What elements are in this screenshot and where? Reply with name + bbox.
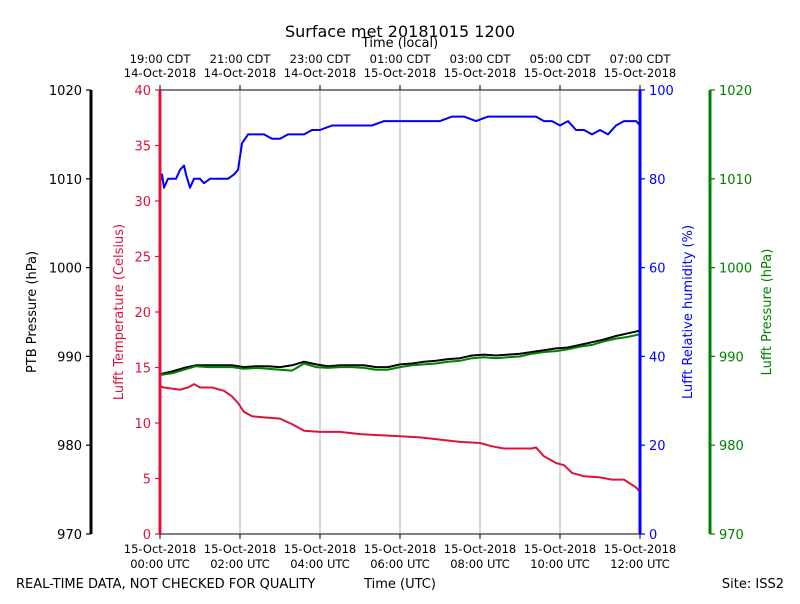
x-tick-label-date-4: 15-Oct-2018 [444, 542, 516, 556]
bottom-axis-label: Time (UTC) [363, 577, 436, 592]
humidity-tick-label-0: 0 [649, 528, 657, 543]
temperature-tick-label-2: 10 [134, 417, 151, 432]
temperature-tick-label-0: 0 [143, 528, 151, 543]
ptb-pressure-axis-label: PTB Pressure (hPa) [25, 251, 40, 373]
x-tick-label-date-2: 15-Oct-2018 [284, 542, 356, 556]
top-x-tick-label-time-3: 01:00 CDT [370, 52, 432, 66]
lufft-pressure-tick-label-2: 990 [719, 350, 744, 365]
top-x-tick-label-time-1: 21:00 CDT [210, 52, 272, 66]
x-tick-label-date-6: 15-Oct-2018 [604, 542, 676, 556]
ptb-pressure-tick-label-1: 980 [57, 439, 82, 454]
top-x-tick-label-time-5: 05:00 CDT [530, 52, 592, 66]
x-tick-label-time-4: 08:00 UTC [450, 557, 510, 571]
temperature-tick-label-4: 20 [134, 306, 151, 321]
humidity-tick-label-1: 20 [649, 439, 666, 454]
x-tick-label-date-3: 15-Oct-2018 [364, 542, 436, 556]
lufft-pressure-tick-label-3: 1000 [719, 262, 752, 277]
ptb-pressure-tick-label-0: 970 [57, 528, 82, 543]
humidity-tick-label-5: 100 [649, 84, 674, 99]
x-tick-label-time-6: 12:00 UTC [610, 557, 670, 571]
top-x-tick-label-time-0: 19:00 CDT [130, 52, 192, 66]
lufft-pressure-tick-label-0: 970 [719, 528, 744, 543]
humidity-tick-label-2: 40 [649, 350, 666, 365]
top-x-tick-label-date-5: 15-Oct-2018 [524, 66, 596, 80]
top-x-tick-label-date-1: 14-Oct-2018 [204, 66, 276, 80]
top-x-tick-label-date-2: 14-Oct-2018 [284, 66, 356, 80]
x-tick-label-time-3: 06:00 UTC [370, 557, 430, 571]
x-tick-label-date-5: 15-Oct-2018 [524, 542, 596, 556]
lufft-pressure-tick-label-1: 980 [719, 439, 744, 454]
temperature-axis-label: Lufft Temperature (Celsius) [112, 224, 127, 400]
x-tick-label-time-2: 04:00 UTC [290, 557, 350, 571]
top-x-tick-label-date-4: 15-Oct-2018 [444, 66, 516, 80]
top-axis-label: Time (local) [361, 36, 438, 51]
top-x-tick-label-time-6: 07:00 CDT [610, 52, 672, 66]
humidity-tick-label-3: 60 [649, 262, 666, 277]
top-x-tick-label-date-6: 15-Oct-2018 [604, 66, 676, 80]
humidity-axis-label: Lufft Relative humidity (%) [681, 225, 696, 399]
top-x-tick-label-time-4: 03:00 CDT [450, 52, 512, 66]
series-lufft-temperature [159, 383, 641, 493]
series-lufft-pressure [159, 333, 641, 376]
top-x-tick-label-date-0: 14-Oct-2018 [124, 66, 196, 80]
chart-title: Surface met 20181015 1200 [285, 22, 515, 41]
top-x-tick-label-time-2: 23:00 CDT [290, 52, 352, 66]
site-label: Site: ISS2 [722, 577, 784, 592]
temperature-tick-label-3: 15 [134, 362, 151, 377]
ptb-pressure-tick-label-2: 990 [57, 350, 82, 365]
x-tick-label-time-0: 00:00 UTC [130, 557, 190, 571]
temperature-tick-label-8: 40 [134, 84, 151, 99]
temperature-tick-label-5: 25 [134, 251, 151, 266]
series-ptb-pressure [159, 329, 641, 376]
series-lufft-relative-humidity [159, 115, 641, 189]
quality-disclaimer: REAL-TIME DATA, NOT CHECKED FOR QUALITY [16, 577, 315, 592]
x-tick-label-time-1: 02:00 UTC [210, 557, 270, 571]
ptb-pressure-tick-label-5: 1020 [49, 84, 82, 99]
x-tick-label-date-0: 15-Oct-2018 [124, 542, 196, 556]
grid [159, 90, 641, 534]
humidity-tick-label-4: 80 [649, 173, 666, 188]
lufft-pressure-tick-label-4: 1010 [719, 173, 752, 188]
axes-group: 970 980 990 1000 1010 1020 0 5 10 15 20 25 30 35 40 0 20… [49, 52, 752, 571]
ptb-pressure-tick-label-3: 1000 [49, 262, 82, 277]
temperature-tick-label-6: 30 [134, 195, 151, 210]
temperature-tick-label-1: 5 [143, 473, 151, 488]
ptb-pressure-tick-label-4: 1010 [49, 173, 82, 188]
x-tick-label-time-5: 10:00 UTC [530, 557, 590, 571]
lufft-pressure-axis-label: Lufft Pressure (hPa) [760, 249, 775, 376]
x-tick-label-date-1: 15-Oct-2018 [204, 542, 276, 556]
series-group [159, 115, 641, 493]
top-x-tick-label-date-3: 15-Oct-2018 [364, 66, 436, 80]
temperature-tick-label-7: 35 [134, 140, 151, 155]
lufft-pressure-tick-label-5: 1020 [719, 84, 752, 99]
